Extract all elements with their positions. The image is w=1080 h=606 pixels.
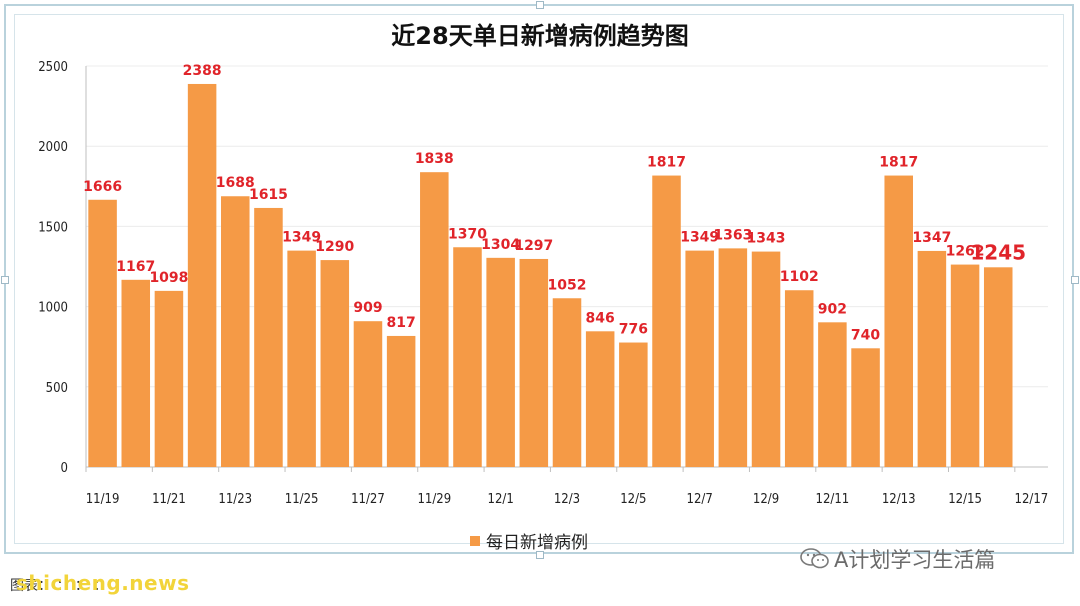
data-label: 1666 bbox=[83, 179, 122, 195]
bar bbox=[818, 322, 847, 467]
data-label: 846 bbox=[586, 310, 615, 326]
legend: 每日新增病例 bbox=[470, 528, 588, 553]
bar bbox=[950, 264, 980, 467]
data-label: 909 bbox=[353, 300, 382, 316]
bar bbox=[88, 199, 117, 467]
y-tick-label: 500 bbox=[46, 381, 68, 396]
data-label: 1688 bbox=[216, 175, 255, 191]
y-tick-label: 2000 bbox=[38, 140, 68, 155]
legend-label: 每日新增病例 bbox=[486, 533, 588, 553]
y-tick-label: 1000 bbox=[38, 301, 68, 316]
bar bbox=[585, 331, 615, 467]
x-tick-label: 12/3 bbox=[554, 492, 580, 507]
x-tick-label: 11/23 bbox=[218, 492, 252, 507]
data-label: 1347 bbox=[912, 230, 951, 246]
data-label: 2388 bbox=[183, 63, 222, 79]
resize-handle-top[interactable] bbox=[536, 1, 544, 9]
data-label: 1245 bbox=[970, 240, 1026, 264]
chart-frame-inner bbox=[14, 14, 1064, 544]
bar bbox=[121, 279, 151, 467]
data-label: 1167 bbox=[116, 259, 155, 275]
bar bbox=[320, 260, 350, 467]
data-label: 1817 bbox=[879, 155, 918, 171]
bar bbox=[353, 321, 383, 467]
y-tick-label: 2500 bbox=[38, 60, 68, 75]
resize-handle-left[interactable] bbox=[1, 276, 9, 284]
bar bbox=[187, 83, 217, 468]
data-label: 776 bbox=[619, 322, 648, 338]
bar bbox=[453, 247, 482, 467]
bar bbox=[685, 250, 714, 467]
data-label: 1615 bbox=[249, 187, 288, 203]
data-label: 1349 bbox=[680, 230, 719, 246]
bar bbox=[784, 290, 814, 467]
data-label: 1297 bbox=[514, 238, 553, 254]
bar bbox=[917, 250, 947, 467]
watermark-text: A计划学习生活篇 bbox=[834, 548, 996, 572]
x-tick-label: 12/1 bbox=[488, 492, 514, 507]
legend-swatch bbox=[470, 535, 480, 546]
bar bbox=[619, 342, 648, 467]
data-label: 740 bbox=[851, 327, 880, 343]
data-label: 1262 bbox=[946, 244, 985, 260]
data-label: 1102 bbox=[780, 269, 819, 285]
data-label: 902 bbox=[818, 301, 847, 317]
bar bbox=[652, 175, 681, 467]
bar bbox=[254, 207, 283, 468]
bar bbox=[751, 251, 781, 467]
x-tick-label: 12/11 bbox=[816, 492, 850, 507]
data-label: 1343 bbox=[747, 231, 786, 247]
bar bbox=[221, 196, 250, 467]
data-label: 1370 bbox=[448, 226, 487, 242]
resize-handle-bottom[interactable] bbox=[536, 551, 544, 559]
x-tick-label: 11/21 bbox=[152, 492, 186, 507]
footer-caption: 图表： ： ： ： bbox=[10, 578, 108, 594]
bar bbox=[154, 290, 184, 467]
bar bbox=[552, 298, 582, 467]
x-tick-label: 11/25 bbox=[285, 492, 319, 507]
x-tick-label: 12/17 bbox=[1015, 492, 1049, 507]
data-label: 1838 bbox=[415, 151, 454, 167]
data-label: 1098 bbox=[149, 270, 188, 286]
bar bbox=[486, 257, 515, 467]
y-tick-label: 1500 bbox=[38, 220, 68, 235]
wechat-icon bbox=[800, 548, 829, 569]
x-tick-label: 12/13 bbox=[882, 492, 916, 507]
data-label: 1052 bbox=[548, 277, 587, 293]
x-tick-label: 12/5 bbox=[620, 492, 646, 507]
x-tick-label: 12/15 bbox=[948, 492, 982, 507]
data-label: 1363 bbox=[713, 227, 752, 243]
data-label: 817 bbox=[387, 315, 416, 331]
bar bbox=[718, 248, 748, 467]
x-tick-label: 11/29 bbox=[417, 492, 451, 507]
bar bbox=[386, 335, 416, 467]
data-label: 1349 bbox=[282, 230, 321, 246]
bar bbox=[851, 348, 880, 467]
bar bbox=[884, 175, 913, 467]
bar bbox=[420, 172, 449, 467]
x-tick-label: 11/27 bbox=[351, 492, 385, 507]
resize-handle-right[interactable] bbox=[1071, 276, 1079, 284]
x-tick-label: 12/9 bbox=[753, 492, 779, 507]
bar bbox=[519, 258, 549, 467]
site-watermark: shicheng.news bbox=[16, 571, 190, 595]
data-label: 1817 bbox=[647, 155, 686, 171]
watermark: A计划学习生活篇 bbox=[800, 544, 995, 574]
x-tick-label: 12/7 bbox=[687, 492, 713, 507]
bar bbox=[287, 250, 316, 467]
bar bbox=[983, 267, 1013, 467]
data-label: 1290 bbox=[315, 239, 354, 255]
y-tick-label: 0 bbox=[61, 461, 68, 476]
x-tick-label: 11/19 bbox=[86, 492, 120, 507]
data-label: 1304 bbox=[481, 237, 520, 253]
chart-title: 近28天单日新增病例趋势图 bbox=[391, 22, 689, 50]
